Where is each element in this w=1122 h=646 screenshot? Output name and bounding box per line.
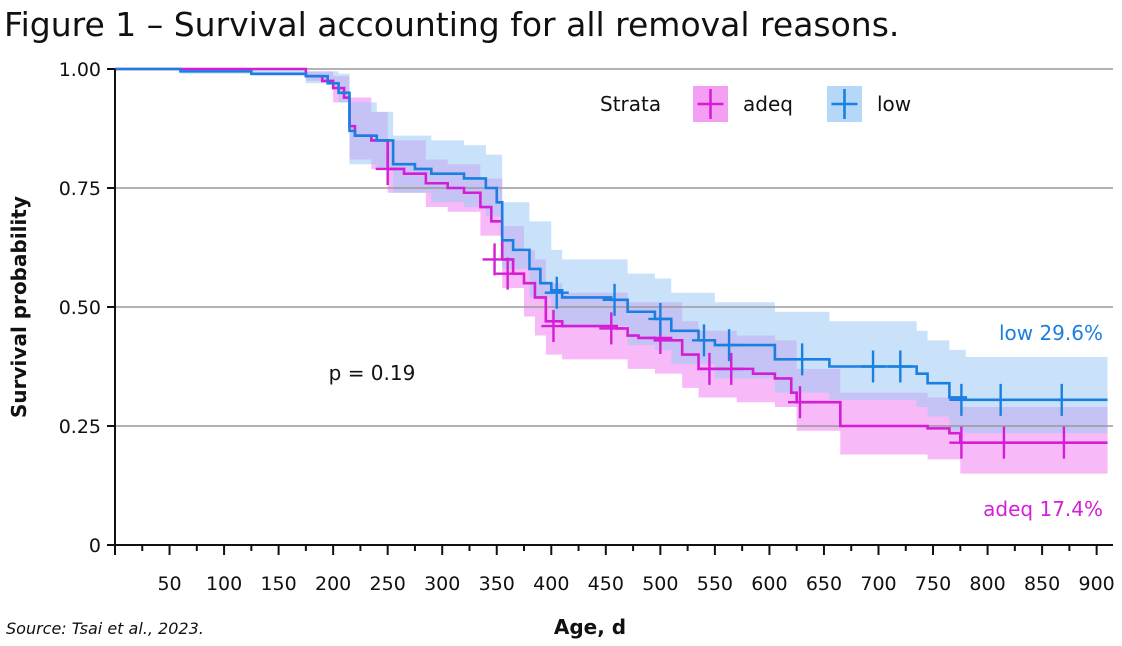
x-tick-label-650: 650	[806, 573, 842, 595]
censor-low-4	[717, 329, 742, 362]
p-value-label: p = 0.19	[329, 361, 416, 385]
censor-low-1	[602, 283, 627, 316]
x-axis-title: Age, d	[554, 615, 626, 639]
y-axis-title: Survival probability	[7, 196, 31, 418]
x-tick-label-200: 200	[315, 573, 351, 595]
y-tick-label-0.50: 0.50	[59, 297, 101, 319]
censor-adeq-7	[719, 352, 744, 385]
censor-low-2	[648, 302, 673, 335]
x-tick-label-400: 400	[533, 573, 569, 595]
band-low	[115, 69, 1108, 434]
survival-curves	[115, 67, 1108, 444]
y-tick-label-0.75: 0.75	[59, 178, 101, 200]
x-tick-label-500: 500	[642, 573, 678, 595]
curve-adeq	[115, 67, 1108, 444]
x-tick-label-450: 450	[588, 573, 624, 595]
source-note: Source: Tsai et al., 2023.	[6, 619, 204, 638]
x-tick-label-550: 550	[697, 573, 733, 595]
x-tick-label-850: 850	[1024, 573, 1060, 595]
axes	[107, 68, 1113, 555]
x-tick-label-700: 700	[860, 573, 896, 595]
confidence-bands	[115, 69, 1108, 474]
censor-low-9	[988, 383, 1013, 416]
censor-low-7	[888, 350, 913, 383]
censor-adeq-1	[482, 243, 507, 276]
censor-adeq-9	[949, 426, 974, 459]
censor-low-3	[691, 324, 716, 357]
legend-marker-low	[831, 89, 858, 119]
censor-adeq-10	[991, 426, 1016, 459]
censor-marks	[375, 152, 1076, 459]
tick-labels: 0 0.25 0.50 0.75 1.00 50 100 150 200 250 300 350 400…	[59, 59, 1115, 595]
censor-adeq-11	[1051, 426, 1076, 459]
x-tick-label-150: 150	[260, 573, 296, 595]
x-tick-label-100: 100	[206, 573, 242, 595]
end-label-low: low 29.6%	[999, 321, 1103, 345]
censor-adeq-8	[787, 386, 812, 419]
censor-adeq-6	[697, 352, 722, 385]
legend-marker-adeq	[697, 89, 724, 119]
x-tick-label-800: 800	[969, 573, 1005, 595]
censor-low-6	[861, 350, 886, 383]
x-tick-label-250: 250	[370, 573, 406, 595]
censor-adeq-2	[495, 257, 520, 290]
censor-low-0	[544, 276, 569, 309]
censor-adeq-4	[599, 312, 624, 345]
x-tick-label-600: 600	[751, 573, 787, 595]
curve-low	[115, 67, 1108, 402]
figure-title: Figure 1 – Survival accounting for all r…	[4, 5, 899, 44]
y-tick-label-0: 0	[89, 535, 101, 557]
y-tick-label-1.00: 1.00	[59, 59, 101, 81]
censor-low-10	[1049, 383, 1074, 416]
censor-low-8	[949, 383, 974, 416]
legend-label-adeq: adeq	[743, 92, 793, 116]
y-tick-label-0.25: 0.25	[59, 416, 101, 438]
end-labels: adeq 17.4% low 29.6%	[983, 321, 1103, 521]
legend-label-low: low	[877, 92, 911, 116]
x-tick-label-750: 750	[915, 573, 951, 595]
x-tick-label-900: 900	[1079, 573, 1115, 595]
legend: Strata adeq low	[600, 86, 911, 122]
x-tick-label-50: 50	[157, 573, 181, 595]
legend-title: Strata	[600, 92, 661, 116]
x-tick-label-300: 300	[424, 573, 460, 595]
censor-low-5	[790, 343, 815, 376]
x-tick-label-350: 350	[479, 573, 515, 595]
censor-adeq-0	[375, 152, 400, 185]
end-label-adeq: adeq 17.4%	[983, 497, 1103, 521]
censor-adeq-3	[541, 310, 566, 343]
